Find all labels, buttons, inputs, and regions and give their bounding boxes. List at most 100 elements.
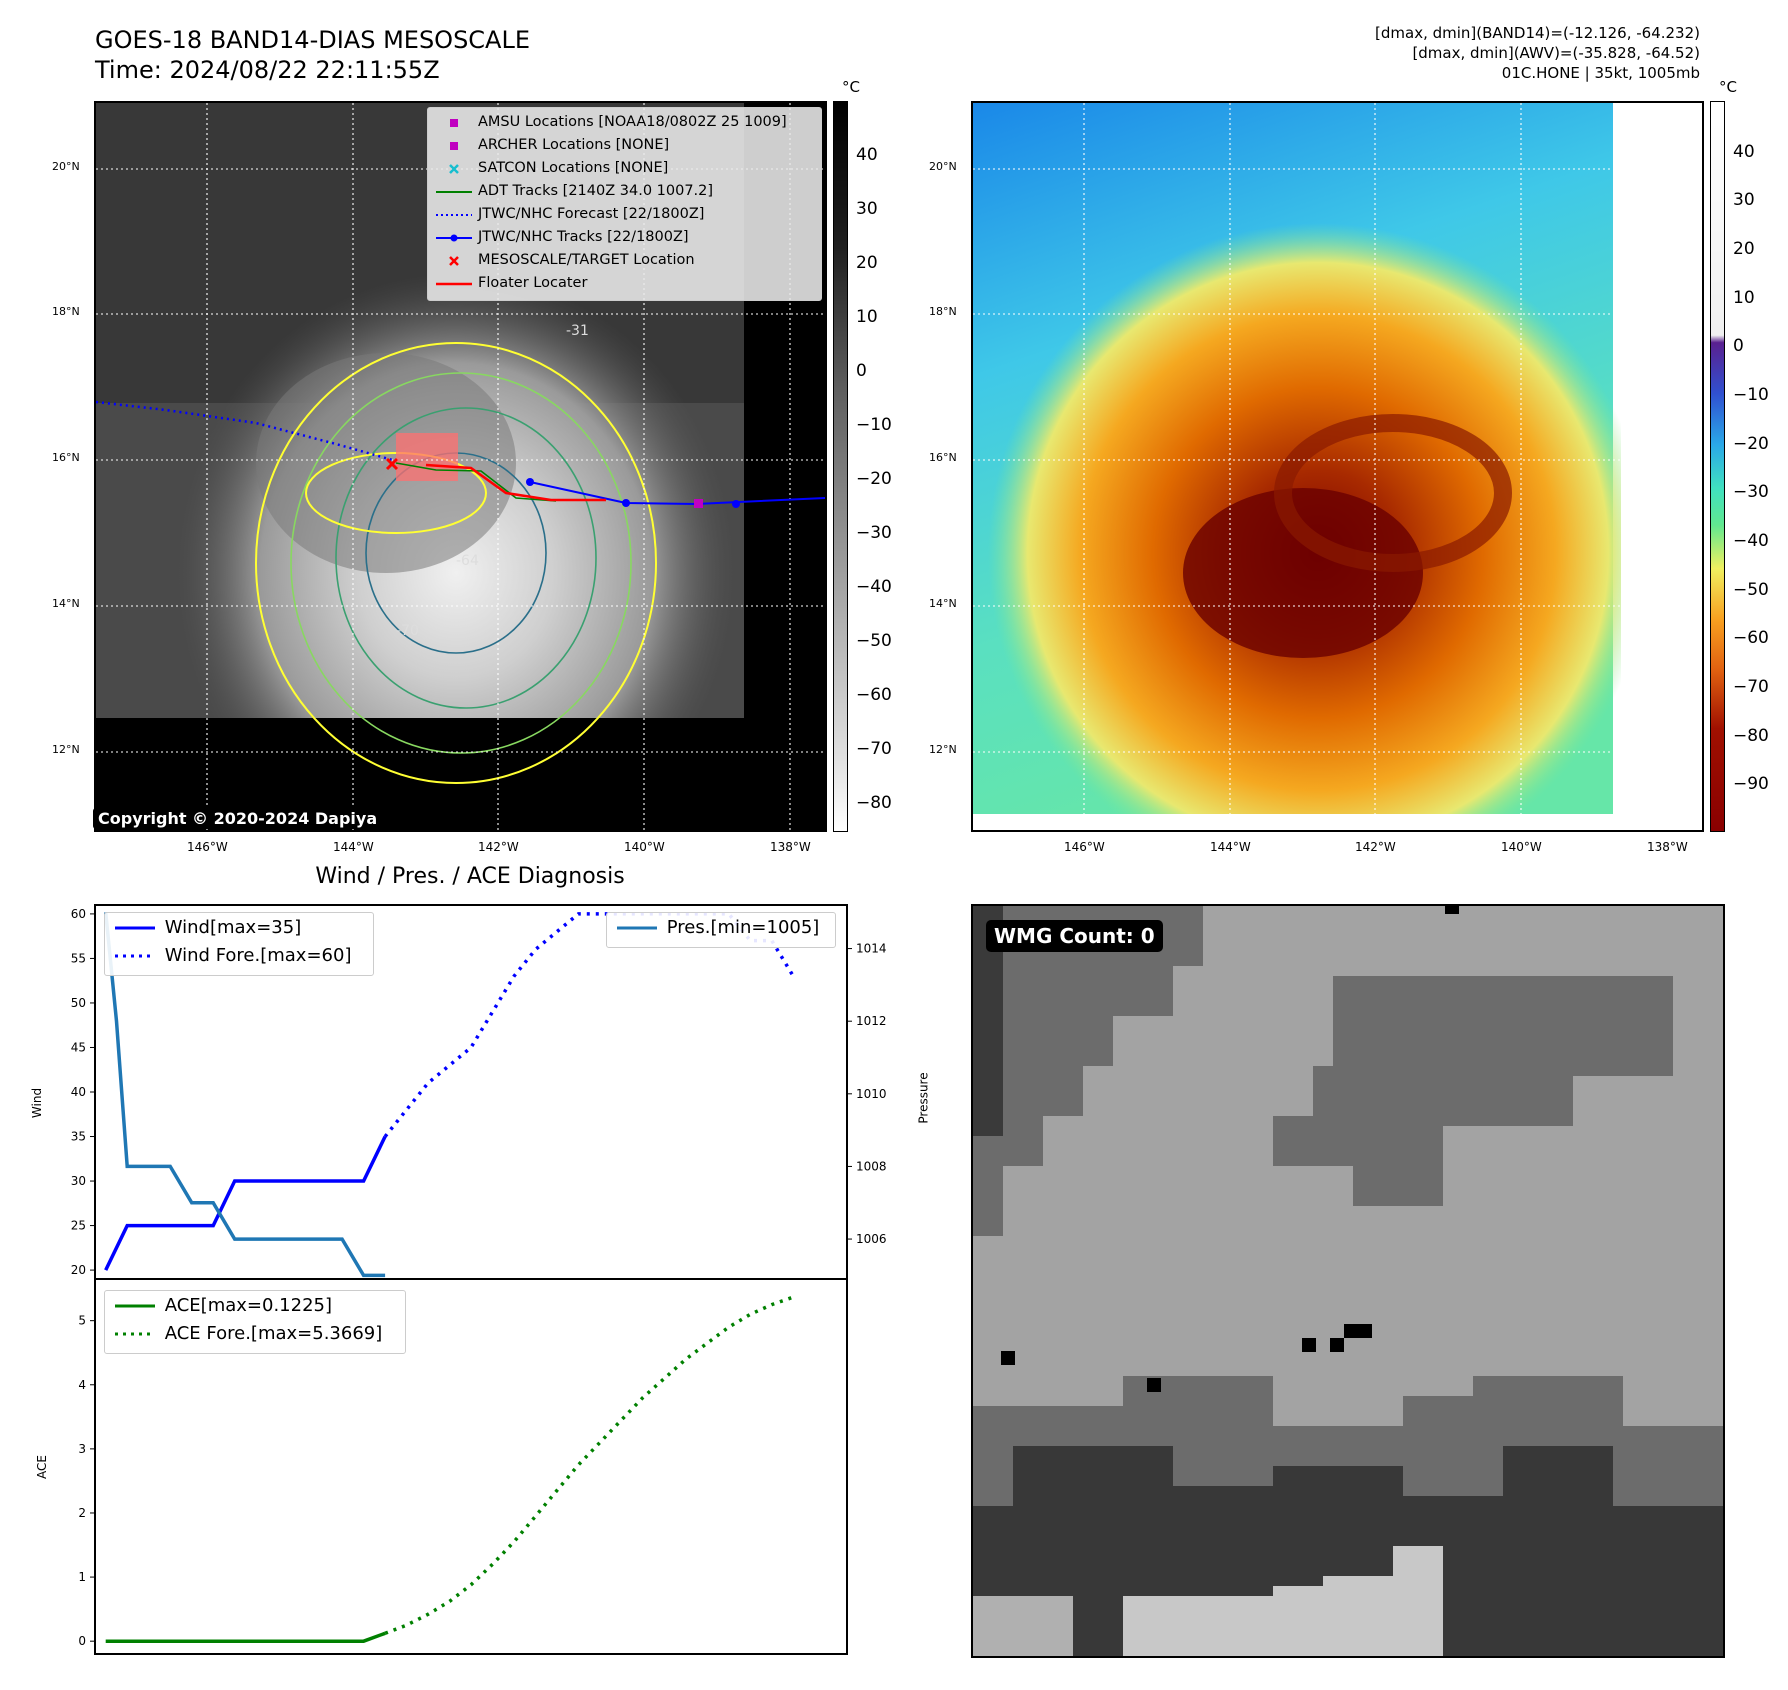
wind-axis-label: Wind [30, 1087, 45, 1119]
line-icon [436, 191, 472, 193]
legend-label: Pres.[min=1005] [666, 917, 820, 938]
wind-tick-label: 35 [71, 1130, 86, 1144]
pressure-tick-label: 1008 [856, 1159, 887, 1173]
figure-title: GOES-18 BAND14-DIAS MESOSCALE [95, 26, 531, 54]
pressure-tick-label: 1014 [856, 942, 887, 956]
legend-item-target: MESOSCALE/TARGET Location [428, 250, 821, 272]
colorbar-tick: 30 [856, 199, 878, 219]
wmg-pixel [1001, 1351, 1015, 1365]
enhanced-ir-image [973, 103, 1702, 830]
colorbar-tick: 10 [856, 307, 878, 327]
target-marker [385, 457, 399, 471]
copyright-badge: Copyright © 2020-2024 Dapiya [93, 808, 383, 829]
legend-label: ACE Fore.[max=5.3669] [164, 1323, 383, 1344]
ir-band [256, 353, 516, 573]
colorbar-tick: −50 [856, 631, 892, 651]
colorbar-tick: −20 [856, 469, 892, 489]
wind-tick-label: 30 [71, 1174, 86, 1188]
colorbar-tick: −60 [1733, 628, 1769, 648]
square-marker-icon [450, 142, 458, 150]
legend-item-ace-fore: ACE Fore.[max=5.3669] [113, 1323, 382, 1349]
pressure-axis-label: Pressure [916, 1072, 931, 1124]
legend-label: JTWC/NHC Tracks [22/1800Z] [478, 229, 689, 245]
lon-label: 138°W [1647, 840, 1688, 854]
legend-item-adt: ADT Tracks [2140Z 34.0 1007.2] [428, 181, 821, 203]
enhanced-ir-map-panel [971, 101, 1704, 832]
pressure-legend: Pres.[min=1005] [606, 912, 836, 948]
lat-label: 16°N [929, 451, 957, 464]
wind-tick-label: 40 [71, 1085, 86, 1099]
wind-tick-label: 45 [71, 1040, 86, 1054]
lon-label: 146°W [187, 840, 228, 854]
lon-label: 140°W [1501, 840, 1542, 854]
contour-label-64: -64 [456, 553, 479, 569]
ace-tick-label: 1 [78, 1570, 86, 1584]
legend-item-amsu: AMSU Locations [NOAA18/0802Z 25 1009] [428, 112, 821, 134]
contour-label-31: -31 [566, 323, 589, 339]
wmg-pixel [1302, 1338, 1316, 1352]
track-point [622, 499, 630, 507]
lon-label: 140°W [624, 840, 665, 854]
enhanced-missing-strip [1621, 103, 1702, 830]
line-icon [436, 282, 472, 286]
track-point [526, 478, 534, 486]
colorbar-tick: −20 [1733, 434, 1769, 454]
wmg-region [973, 906, 1203, 1236]
legend-item-archer: ARCHER Locations [NONE] [428, 135, 821, 157]
lat-label: 20°N [929, 160, 957, 173]
adt-track [395, 462, 557, 502]
legend-item-floater: Floater Locater [428, 273, 821, 295]
contour-label-70: -70 [396, 623, 419, 639]
colorbar-tick: −40 [856, 577, 892, 597]
legend-label: Floater Locater [478, 275, 588, 291]
ace-tick-label: 2 [78, 1506, 86, 1520]
wind-forecast-line [383, 912, 795, 1138]
wmg-region [973, 906, 1003, 1136]
legend-label: Wind Fore.[max=60] [164, 945, 352, 966]
ace-forecast-line [384, 1295, 794, 1635]
colorbar-tick: 40 [1733, 142, 1755, 162]
colorbar-tick: −60 [856, 685, 892, 705]
legend-item-satcon: SATCON Locations [NONE] [428, 158, 821, 180]
colorbar-tick: −40 [1733, 531, 1769, 551]
wind-pressure-plot: 20 25 30 35 40 45 50 55 60 1006 1008 1010 1012 1014 [71, 907, 887, 1278]
dotted-line-icon [115, 954, 155, 958]
colorbar-tick: −50 [1733, 580, 1769, 600]
legend-item-wind-fore: Wind Fore.[max=60] [113, 945, 351, 971]
solid-line-icon [115, 1304, 155, 1308]
lat-label: 18°N [929, 305, 957, 318]
wmg-region [973, 1596, 1073, 1656]
legend-label: SATCON Locations [NONE] [478, 160, 669, 176]
amsu-marker [694, 499, 703, 508]
colorbar-tick: 20 [856, 253, 878, 273]
lat-label: 20°N [52, 160, 80, 173]
map-legend: AMSU Locations [NOAA18/0802Z 25 1009] AR… [427, 107, 822, 301]
dotted-line-icon [436, 214, 472, 216]
pressure-tick-label: 1012 [856, 1014, 887, 1028]
lon-label: 138°W [770, 840, 811, 854]
lat-label: 12°N [52, 743, 80, 756]
colorbar-tick: −80 [1733, 726, 1769, 746]
map-gridlines [973, 103, 1702, 830]
contour-teal [335, 407, 597, 709]
line-dot-icon [436, 234, 472, 242]
forecast-track [96, 400, 397, 463]
lon-label: 146°W [1064, 840, 1105, 854]
legend-item-pressure: Pres.[min=1005] [615, 917, 819, 943]
wind-tick-label: 25 [71, 1219, 86, 1233]
legend-item-ace: ACE[max=0.1225] [113, 1295, 332, 1321]
legend-item-tracks: JTWC/NHC Tracks [22/1800Z] [428, 227, 821, 249]
lat-label: 14°N [52, 597, 80, 610]
colorbar-unit: °C [1719, 78, 1737, 96]
ace-tick-label: 3 [78, 1442, 86, 1456]
legend-label: ADT Tracks [2140Z 34.0 1007.2] [478, 183, 714, 199]
wmg-region [1123, 1546, 1443, 1656]
wmg-pixel [1445, 906, 1459, 914]
colorbar-tick: 0 [856, 361, 867, 381]
info-line-storm: 01C.HONE | 35kt, 1005mb [1501, 64, 1700, 82]
lon-label: 144°W [1210, 840, 1251, 854]
enhanced-missing-bottom [973, 814, 1702, 830]
legend-label: Wind[max=35] [164, 917, 302, 938]
colorbar-tick: −70 [856, 739, 892, 759]
